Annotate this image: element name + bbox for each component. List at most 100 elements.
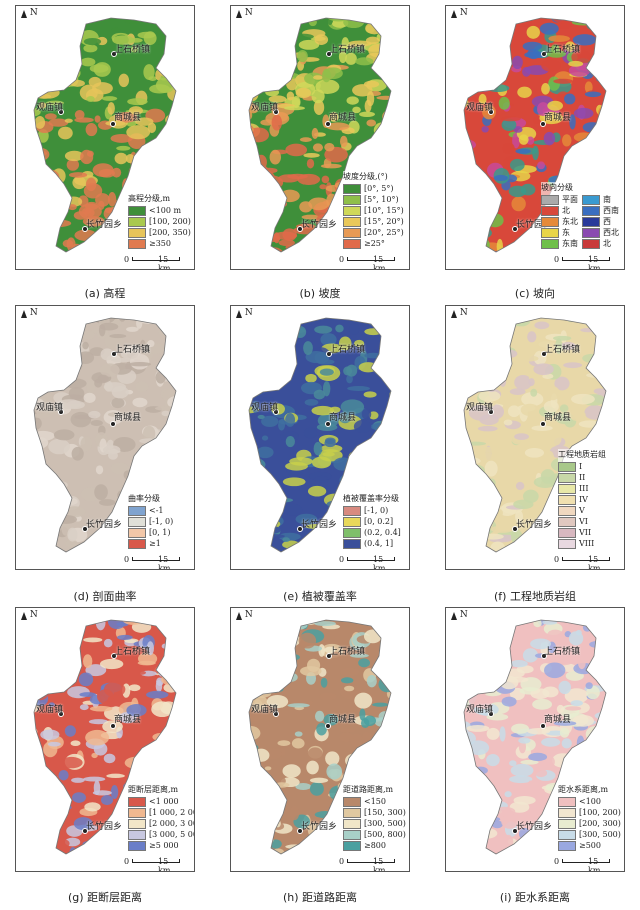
legend-swatch <box>343 238 361 249</box>
terrain-patch <box>364 352 383 359</box>
terrain-patch <box>479 57 501 73</box>
terrain-patch <box>249 778 261 786</box>
terrain-patch <box>527 727 551 735</box>
legend-swatch <box>541 205 559 216</box>
terrain-patch <box>446 110 457 124</box>
scale-label: 15 km <box>373 857 386 872</box>
terrain-patch <box>35 336 43 350</box>
terrain-patch <box>473 249 481 252</box>
terrain-patch <box>384 135 391 148</box>
terrain-patch <box>614 342 625 353</box>
terrain-patch <box>175 761 176 777</box>
terrain-patch <box>347 40 372 47</box>
terrain-patch <box>347 6 371 16</box>
terrain-patch <box>18 447 29 461</box>
terrain-patch <box>250 351 275 361</box>
legend-swatch <box>343 505 361 516</box>
terrain-patch <box>391 396 407 400</box>
terrain-patch <box>16 450 32 463</box>
terrain-patch <box>363 629 382 644</box>
terrain-patch <box>446 177 461 186</box>
north-arrow: N <box>236 8 253 18</box>
terrain-patch <box>601 744 606 759</box>
terrain-patch <box>374 716 391 728</box>
terrain-patch <box>250 542 264 552</box>
terrain-patch <box>145 769 153 784</box>
legend-swatch <box>558 527 576 538</box>
legend-h: 距道路距离,m <150 [150, 300) [300, 500) [500, 800… <box>343 784 406 851</box>
terrain-patch <box>175 534 176 542</box>
terrain-patch <box>561 134 572 147</box>
terrain-patch <box>67 40 80 46</box>
terrain-patch <box>79 84 98 101</box>
terrain-patch <box>297 50 308 63</box>
terrain-patch <box>307 747 323 762</box>
terrain-patch <box>573 107 594 119</box>
terrain-patch <box>249 506 250 520</box>
county-boundary <box>463 317 607 553</box>
terrain-patch <box>322 381 331 397</box>
terrain-patch <box>523 620 530 627</box>
terrain-patch <box>389 865 409 872</box>
terrain-patch <box>252 748 270 762</box>
terrain-patch <box>372 702 389 707</box>
terrain-patch <box>559 306 574 313</box>
terrain-patch <box>133 682 154 694</box>
terrain-patch <box>78 203 102 220</box>
terrain-patch <box>479 80 491 92</box>
terrain-patch <box>464 672 476 682</box>
terrain-patch <box>450 67 458 82</box>
legend-label: ≥350 <box>149 239 171 248</box>
legend-item: [300, 500) <box>343 818 406 829</box>
caption-e: (e) 植被覆盖率 <box>283 590 357 603</box>
terrain-patch <box>601 101 606 114</box>
terrain-patch <box>617 514 625 523</box>
terrain-patch <box>564 93 576 105</box>
terrain-patch <box>231 731 244 736</box>
terrain-patch <box>249 407 251 423</box>
terrain-patch <box>41 679 57 694</box>
terrain-patch <box>49 794 65 807</box>
terrain-patch <box>34 649 54 661</box>
scale-bar-line <box>347 557 395 561</box>
terrain-patch <box>249 65 266 78</box>
terrain-patch <box>89 64 109 73</box>
terrain-patch <box>72 545 93 552</box>
terrain-patch <box>365 36 380 45</box>
legend-swatch <box>558 840 576 851</box>
terrain-patch <box>37 37 52 52</box>
terrain-patch <box>39 169 60 184</box>
terrain-patch <box>259 544 266 552</box>
legend-item: [150, 300) <box>343 807 406 818</box>
terrain-patch <box>282 764 301 778</box>
terrain-patch <box>532 698 553 710</box>
terrain-patch <box>604 122 606 135</box>
terrain-patch <box>615 314 625 324</box>
terrain-patch <box>261 415 279 427</box>
terrain-patch <box>277 18 290 24</box>
terrain-patch <box>300 666 322 677</box>
terrain-patch <box>257 620 281 622</box>
terrain-patch <box>446 563 465 570</box>
terrain-patch <box>249 458 266 471</box>
terrain-patch <box>291 18 304 19</box>
legend-label: [3 000, 5 000) <box>149 830 194 839</box>
terrain-patch <box>338 50 347 64</box>
terrain-patch <box>464 26 481 43</box>
terrain-patch <box>339 728 356 733</box>
terrain-patch <box>603 418 606 435</box>
place-label-shangshiqiao: 上石桥镇 <box>114 345 151 355</box>
map-svg-b <box>248 6 392 253</box>
terrain-patch <box>484 651 508 657</box>
terrain-patch <box>571 49 592 65</box>
terrain-patch <box>309 550 327 552</box>
terrain-patch <box>286 654 300 661</box>
terrain-patch <box>83 776 106 782</box>
terrain-patch <box>396 852 403 859</box>
terrain-patch <box>25 411 33 418</box>
scale-label: 15 km <box>373 555 386 570</box>
terrain-patch <box>339 474 355 487</box>
scale-bar-line <box>132 257 180 261</box>
terrain-patch <box>612 678 625 684</box>
terrain-patch <box>94 115 101 123</box>
